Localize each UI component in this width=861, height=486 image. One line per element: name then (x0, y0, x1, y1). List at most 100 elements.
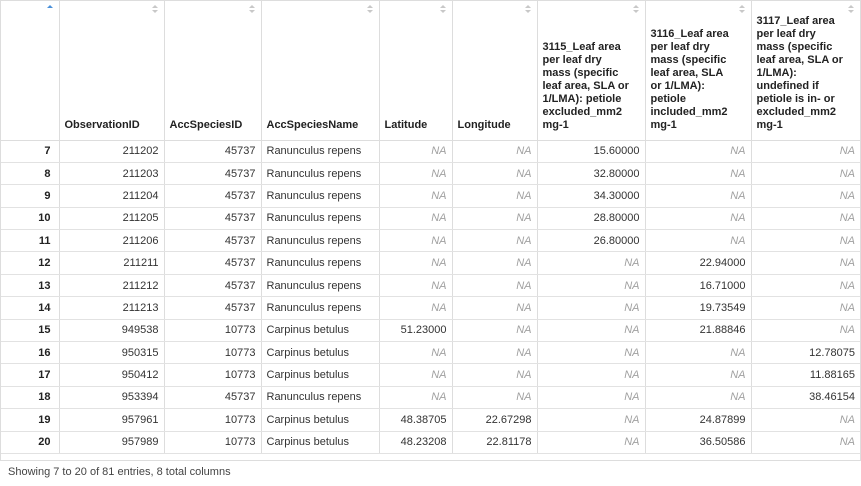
column-header-trait-3116[interactable]: 3116_Leaf area per leaf dry mass (specif… (645, 1, 752, 141)
table-row[interactable]: 16 950315 10773 Carpinus betulus NA NA NA NA 12.… (1, 341, 860, 365)
table-row[interactable]: 8 211203 45737 Ranunculus repens NA NA 32.8000… (1, 162, 860, 186)
table-row[interactable]: 17 950412 10773 Carpinus betulus NA NA NA NA 11.… (1, 363, 860, 387)
table-row[interactable]: 7 211202 45737 Ranunculus repens NA NA 15.6000… (1, 140, 860, 163)
table-cell-acc-species-id: 45737 (164, 184, 262, 208)
sort-ascending-icon (46, 4, 53, 14)
table-cell-longitude: NA (452, 162, 538, 186)
column-header-acc-species-id[interactable]: AccSpeciesID (164, 1, 262, 141)
table-cell-trait-3116: NA (645, 140, 752, 163)
table-row[interactable]: 12 211211 45737 Ranunculus repens NA NA NA 22.9… (1, 251, 860, 275)
column-header-label: 3115_Leaf area per leaf dry mass (specif… (542, 40, 629, 131)
table-cell-latitude: NA (379, 274, 453, 298)
table-cell-trait-3115: NA (537, 408, 646, 432)
table-row[interactable]: 10 211205 45737 Ranunculus repens NA NA 28.800… (1, 207, 860, 231)
table-cell-acc-species-name: Ranunculus repens (261, 386, 380, 410)
table-cell-observation-id: 211211 (59, 251, 165, 275)
table-cell-acc-species-name: Carpinus betulus (261, 408, 380, 432)
row-number-cell: 15 (1, 319, 60, 343)
table-cell-longitude: NA (452, 140, 538, 163)
column-header-latitude[interactable]: Latitude (379, 1, 453, 141)
table-cell-trait-3117: NA (751, 140, 860, 163)
table-cell-acc-species-id: 45737 (164, 296, 262, 320)
row-number-cell: 9 (1, 184, 60, 208)
table-cell-latitude: 48.38705 (379, 408, 453, 432)
table-row[interactable]: 19 957961 10773 Carpinus betulus 48.38705 22.… (1, 408, 860, 432)
table-cell-observation-id: 950315 (59, 341, 165, 365)
table-cell-latitude: 51.23000 (379, 319, 453, 343)
table-cell-acc-species-name: Ranunculus repens (261, 207, 380, 231)
column-header-acc-species-name[interactable]: AccSpeciesName (261, 1, 380, 141)
table-cell-trait-3117: NA (751, 296, 860, 320)
table-cell-latitude: NA (379, 184, 453, 208)
table-cell-trait-3116: 21.88846 (645, 319, 752, 343)
row-number-cell: 11 (1, 229, 60, 253)
table-cell-observation-id: 211204 (59, 184, 165, 208)
table-row[interactable]: 11 211206 45737 Ranunculus repens NA NA 26.800… (1, 229, 860, 253)
table-cell-trait-3115: 15.60000 (537, 140, 646, 163)
table-cell-latitude: 48.23208 (379, 431, 453, 454)
row-number-cell: 18 (1, 386, 60, 410)
table-cell-trait-3117: NA (751, 184, 860, 208)
table-cell-trait-3115: NA (537, 319, 646, 343)
table-cell-trait-3115: NA (537, 386, 646, 410)
table-cell-acc-species-name: Carpinus betulus (261, 431, 380, 454)
table-cell-acc-species-id: 10773 (164, 319, 262, 343)
table-cell-trait-3117: 38.46154 (751, 386, 860, 410)
table-cell-trait-3115: NA (537, 296, 646, 320)
column-header-trait-3117[interactable]: 3117_Leaf area per leaf dry mass (specif… (751, 1, 860, 141)
table-cell-longitude: NA (452, 207, 538, 231)
header-row: ObservationID AccSpeciesID AccSpeciesName L… (1, 1, 860, 141)
table-cell-trait-3115: 26.80000 (537, 229, 646, 253)
table-cell-trait-3116: NA (645, 207, 752, 231)
table-cell-observation-id: 211213 (59, 296, 165, 320)
table-row[interactable]: 20 957989 10773 Carpinus betulus 48.23208 22.… (1, 431, 860, 454)
table-cell-trait-3116: NA (645, 184, 752, 208)
table-cell-observation-id: 211212 (59, 274, 165, 298)
table-cell-acc-species-name: Ranunculus repens (261, 274, 380, 298)
table-cell-acc-species-id: 10773 (164, 408, 262, 432)
table-row[interactable]: 14 211213 45737 Ranunculus repens NA NA NA 19.7… (1, 296, 860, 320)
column-header-observation-id[interactable]: ObservationID (59, 1, 165, 141)
table-cell-latitude: NA (379, 229, 453, 253)
sort-both-icon (738, 4, 745, 14)
table-cell-trait-3117: NA (751, 251, 860, 275)
column-header-label: 3116_Leaf area per leaf dry mass (specif… (650, 27, 729, 131)
table-cell-latitude: NA (379, 296, 453, 320)
table-cell-trait-3116: NA (645, 363, 752, 387)
table-cell-latitude: NA (379, 363, 453, 387)
table-cell-trait-3115: NA (537, 363, 646, 387)
table-cell-longitude: 22.67298 (452, 408, 538, 432)
table-cell-trait-3116: 36.50586 (645, 431, 752, 454)
table-cell-acc-species-id: 45737 (164, 229, 262, 253)
table-cell-trait-3116: NA (645, 386, 752, 410)
table-cell-trait-3116: 16.71000 (645, 274, 752, 298)
column-header-label: Latitude (384, 118, 428, 131)
sort-both-icon (632, 4, 639, 14)
table-cell-trait-3115: NA (537, 431, 646, 454)
data-table: ObservationID AccSpeciesID AccSpeciesName L… (1, 1, 860, 454)
table-cell-longitude: NA (452, 274, 538, 298)
column-header-rownames[interactable] (1, 1, 60, 141)
table-cell-observation-id: 211202 (59, 140, 165, 163)
table-cell-latitude: NA (379, 386, 453, 410)
table-cell-acc-species-name: Ranunculus repens (261, 251, 380, 275)
table-cell-latitude: NA (379, 207, 453, 231)
table-row[interactable]: 15 949538 10773 Carpinus betulus 51.23000 NA N… (1, 319, 860, 343)
column-header-longitude[interactable]: Longitude (452, 1, 538, 141)
table-row[interactable]: 13 211212 45737 Ranunculus repens NA NA NA 16.7… (1, 274, 860, 298)
row-number-cell: 19 (1, 408, 60, 432)
table-cell-trait-3117: NA (751, 162, 860, 186)
column-header-trait-3115[interactable]: 3115_Leaf area per leaf dry mass (specif… (537, 1, 646, 141)
table-cell-longitude: NA (452, 296, 538, 320)
table-cell-acc-species-name: Ranunculus repens (261, 184, 380, 208)
table-cell-trait-3115: 28.80000 (537, 207, 646, 231)
table-cell-acc-species-id: 45737 (164, 207, 262, 231)
table-container: ObservationID AccSpeciesID AccSpeciesName L… (0, 0, 861, 461)
table-cell-longitude: NA (452, 184, 538, 208)
table-row[interactable]: 9 211204 45737 Ranunculus repens NA NA 34.3000… (1, 184, 860, 208)
table-cell-acc-species-name: Carpinus betulus (261, 319, 380, 343)
table-cell-trait-3117: NA (751, 274, 860, 298)
row-number-cell: 14 (1, 296, 60, 320)
table-cell-acc-species-id: 10773 (164, 341, 262, 365)
table-row[interactable]: 18 953394 45737 Ranunculus repens NA NA NA NA 38… (1, 386, 860, 410)
